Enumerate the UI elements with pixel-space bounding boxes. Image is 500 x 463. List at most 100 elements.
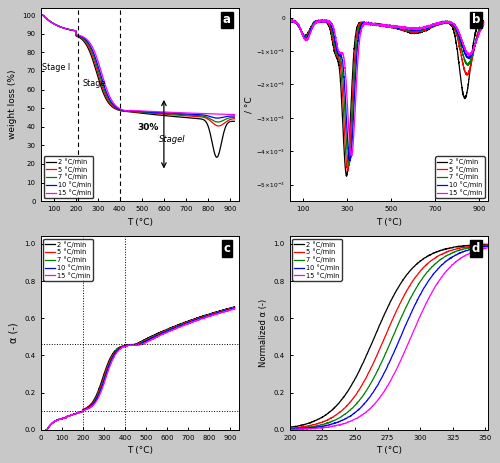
2 °C/min	[34, 13, 40, 18]
2 °C/min	[344, 173, 349, 179]
5 °C/min	[380, 23, 386, 28]
2 °C/min	[436, 248, 442, 254]
15 °C/min	[52, 418, 59, 424]
7 °C/min	[226, 307, 232, 312]
2 °C/min	[43, 427, 49, 433]
Line: 10 °C/min: 10 °C/min	[46, 308, 234, 430]
Line: 2 °C/min: 2 °C/min	[46, 307, 234, 430]
2 °C/min	[44, 17, 51, 22]
10 °C/min	[130, 108, 136, 114]
2 °C/min	[475, 23, 481, 28]
15 °C/min	[480, 22, 486, 27]
7 °C/min	[475, 31, 481, 36]
15 °C/min	[284, 18, 290, 23]
2 °C/min	[52, 418, 59, 424]
15 °C/min	[134, 342, 140, 347]
7 °C/min	[226, 115, 232, 121]
Line: 5 °C/min: 5 °C/min	[38, 15, 234, 126]
5 °C/min	[374, 23, 380, 28]
7 °C/min	[190, 113, 196, 118]
10 °C/min	[475, 33, 481, 39]
5 °C/min	[226, 306, 232, 312]
10 °C/min	[232, 306, 237, 311]
10 °C/min	[214, 115, 220, 121]
Y-axis label: / °C: / °C	[244, 96, 254, 113]
15 °C/min	[288, 17, 294, 23]
10 °C/min	[190, 112, 196, 117]
15 °C/min	[376, 395, 382, 401]
2 °C/min	[284, 17, 290, 23]
7 °C/min	[420, 275, 426, 281]
7 °C/min	[436, 257, 442, 263]
X-axis label: T (°C): T (°C)	[376, 446, 402, 456]
7 °C/min	[232, 305, 237, 311]
5 °C/min	[294, 21, 300, 26]
7 °C/min	[374, 22, 380, 27]
Legend: 2 °C/min, 5 °C/min, 7 °C/min, 10 °C/min, 15 °C/min: 2 °C/min, 5 °C/min, 7 °C/min, 10 °C/min,…	[44, 156, 94, 198]
15 °C/min	[419, 309, 425, 315]
5 °C/min	[322, 419, 328, 424]
7 °C/min	[404, 302, 410, 308]
Text: Stage: Stage	[83, 80, 106, 88]
15 °C/min	[436, 278, 442, 284]
2 °C/min	[125, 109, 131, 114]
2 °C/min	[420, 257, 426, 263]
Line: 10 °C/min: 10 °C/min	[290, 246, 488, 429]
Line: 7 °C/min: 7 °C/min	[286, 20, 484, 165]
5 °C/min	[130, 342, 136, 347]
7 °C/min	[439, 20, 445, 26]
5 °C/min	[232, 305, 237, 310]
7 °C/min	[346, 163, 352, 168]
2 °C/min	[232, 304, 237, 310]
7 °C/min	[287, 426, 293, 432]
10 °C/min	[226, 113, 232, 119]
2 °C/min	[287, 425, 293, 430]
Line: 7 °C/min: 7 °C/min	[290, 245, 488, 429]
2 °C/min	[130, 109, 136, 115]
7 °C/min	[485, 243, 491, 248]
15 °C/min	[231, 306, 237, 312]
Line: 15 °C/min: 15 °C/min	[46, 309, 234, 430]
15 °C/min	[232, 112, 237, 117]
15 °C/min	[380, 22, 386, 28]
15 °C/min	[232, 306, 237, 312]
15 °C/min	[226, 112, 232, 117]
Line: 7 °C/min: 7 °C/min	[46, 308, 234, 430]
15 °C/min	[439, 20, 445, 25]
Y-axis label: weight loss (%): weight loss (%)	[8, 69, 16, 139]
2 °C/min	[404, 272, 410, 277]
5 °C/min	[344, 168, 350, 174]
2 °C/min	[226, 119, 232, 125]
10 °C/min	[43, 427, 49, 433]
2 °C/min	[374, 21, 380, 27]
5 °C/min	[134, 342, 140, 347]
7 °C/min	[294, 21, 300, 26]
2 °C/min	[232, 304, 237, 310]
7 °C/min	[322, 421, 328, 426]
5 °C/min	[377, 346, 383, 352]
5 °C/min	[439, 20, 445, 25]
7 °C/min	[483, 243, 489, 248]
7 °C/min	[226, 307, 232, 312]
5 °C/min	[226, 306, 232, 312]
15 °C/min	[322, 425, 328, 430]
10 °C/min	[134, 342, 140, 347]
10 °C/min	[436, 265, 442, 270]
7 °C/min	[44, 17, 51, 22]
5 °C/min	[232, 116, 237, 121]
2 °C/min	[439, 20, 445, 26]
7 °C/min	[480, 20, 486, 26]
10 °C/min	[294, 20, 300, 25]
10 °C/min	[480, 22, 486, 27]
7 °C/min	[130, 342, 136, 347]
5 °C/min	[290, 17, 296, 23]
Text: d: d	[472, 242, 480, 255]
15 °C/min	[404, 344, 409, 350]
15 °C/min	[226, 307, 232, 313]
10 °C/min	[34, 13, 40, 18]
5 °C/min	[43, 427, 49, 432]
2 °C/min	[214, 155, 220, 160]
15 °C/min	[374, 22, 380, 27]
15 °C/min	[484, 245, 490, 250]
5 °C/min	[44, 17, 51, 22]
